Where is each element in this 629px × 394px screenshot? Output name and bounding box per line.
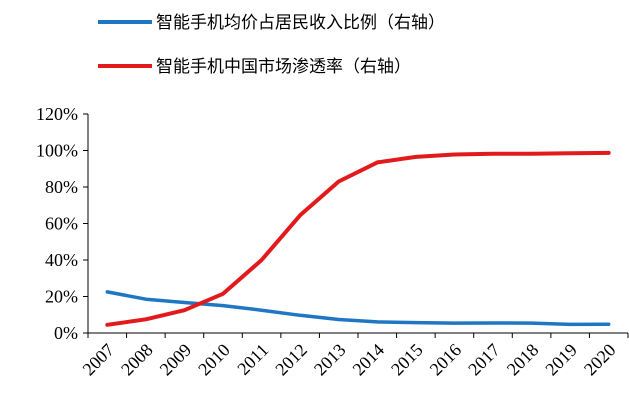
x-tick-label: 2018 xyxy=(503,340,543,380)
x-tick-label: 2016 xyxy=(426,340,466,380)
x-tick-label: 2019 xyxy=(541,340,581,380)
y-tick-label: 60% xyxy=(45,214,78,234)
x-tick-label: 2015 xyxy=(387,340,427,380)
y-tick-label: 100% xyxy=(36,141,78,161)
x-tick-label: 2007 xyxy=(79,340,119,380)
y-tick-label: 0% xyxy=(54,323,78,343)
x-tick-label: 2008 xyxy=(117,340,157,380)
x-tick-label: 2020 xyxy=(580,340,620,380)
legend: 智能手机均价占居民收入比例（右轴） 智能手机中国市场渗透率（右轴） xyxy=(98,13,445,77)
y-tick-label: 20% xyxy=(45,287,78,307)
y-tick-label: 80% xyxy=(45,177,78,197)
y-tick-label: 120% xyxy=(36,104,78,124)
x-tick-label: 2014 xyxy=(349,340,389,380)
x-tick-label: 2017 xyxy=(464,340,504,380)
y-tick-label: 40% xyxy=(45,250,78,270)
plot-area xyxy=(105,150,611,327)
legend-label-series-2: 智能手机中国市场渗透率（右轴） xyxy=(156,57,411,77)
series-line-2 xyxy=(105,150,611,327)
x-tick-label: 2013 xyxy=(310,340,350,380)
x-tick-label: 2010 xyxy=(194,340,234,380)
series-line-1 xyxy=(105,290,611,327)
x-tick-label: 2012 xyxy=(271,340,311,380)
x-tick-label: 2011 xyxy=(233,340,272,379)
x-tick-label: 2009 xyxy=(156,340,196,380)
legend-label-series-1: 智能手机均价占居民收入比例（右轴） xyxy=(156,13,445,33)
